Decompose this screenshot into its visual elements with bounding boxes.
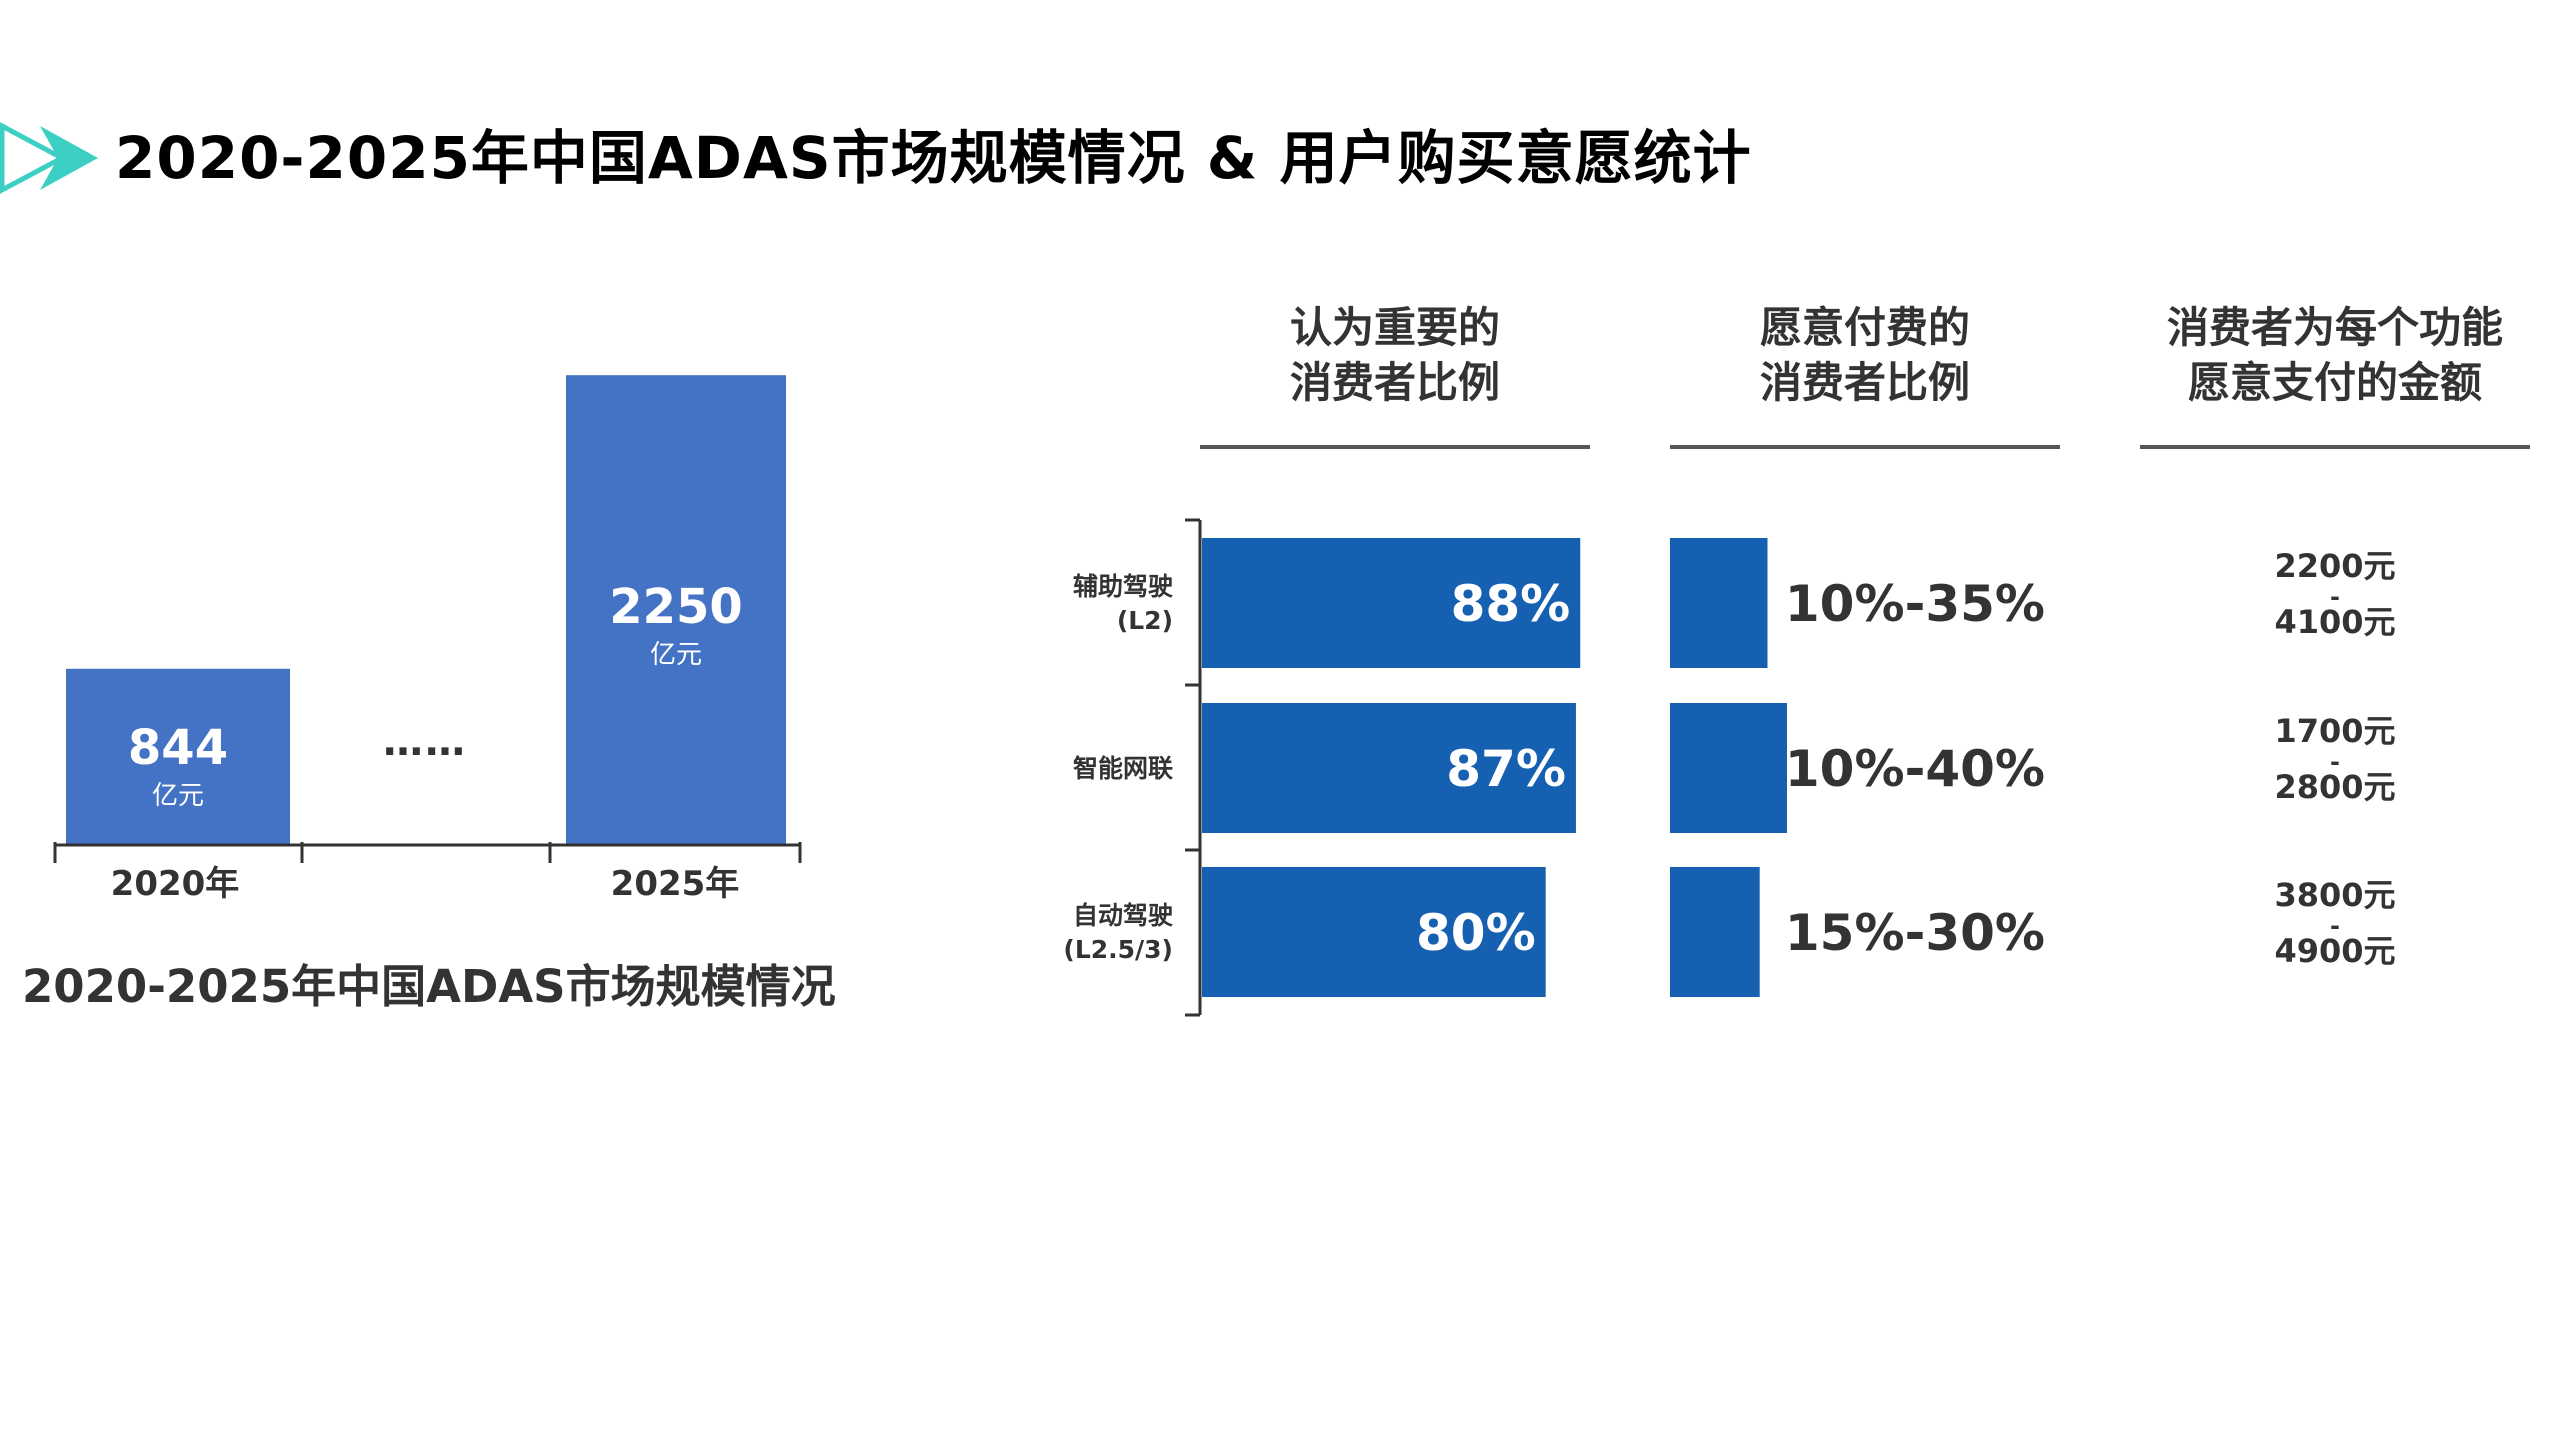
willing-bar-2 (1670, 867, 1760, 997)
importance-bar-2 (1202, 867, 1546, 997)
willing-label-1: 10%-40% (1785, 740, 2045, 798)
market-bar-1 (566, 375, 786, 845)
importance-bar-1 (1202, 703, 1576, 833)
row-label-1-line-0: 智能网联 (1073, 754, 1173, 783)
market-gap-ellipsis: …… (383, 719, 467, 765)
market-bar-0 (66, 668, 290, 845)
price-high-0: 4100元 (2274, 603, 2395, 641)
market-size-chart: 844 亿元 2020年 2250 亿元 2025年 …… 2020-2025年中国ADAS市… (22, 375, 836, 1013)
price-high-2: 4900元 (2274, 932, 2395, 970)
row-label-0-line-1: (L2) (1117, 606, 1173, 635)
column-header-1-line-1: 消费者比例 (1760, 358, 1970, 407)
market-category-label-0: 2020年 (111, 864, 240, 904)
column-header-1-line-0: 愿意付费的 (1760, 303, 1970, 352)
column-header-2-line-1: 愿意支付的金额 (2188, 358, 2482, 407)
column-header-0-line-1: 消费者比例 (1290, 358, 1500, 407)
row-label-0-line-0: 辅助驾驶 (1073, 572, 1173, 601)
price-separator-2: - (2330, 912, 2340, 940)
price-low-2: 3800元 (2274, 876, 2395, 914)
row-label-2-line-0: 自动驾驶 (1073, 901, 1173, 930)
title-arrow-icon (0, 122, 98, 194)
market-bar-unit-1: 亿元 (650, 640, 702, 670)
willing-label-2: 15%-30% (1785, 904, 2045, 962)
row-label-2-line-1: (L2.5/3) (1063, 935, 1173, 964)
price-low-1: 1700元 (2274, 712, 2395, 750)
price-high-1: 2800元 (2274, 768, 2395, 806)
importance-label-0: 88% (1451, 575, 1571, 633)
column-header-2-line-0: 消费者为每个功能 (2167, 303, 2503, 352)
importance-label-2: 80% (1416, 904, 1536, 962)
price-separator-0: - (2330, 583, 2340, 611)
market-category-label-1: 2025年 (611, 864, 740, 904)
price-low-0: 2200元 (2274, 547, 2395, 585)
market-bar-value-1: 2250 (609, 579, 743, 635)
slide-title: 2020-2025年中国ADAS市场规模情况 & 用户购买意愿统计 (115, 124, 1752, 192)
market-bar-unit-0: 亿元 (152, 781, 204, 811)
column-header-0-line-0: 认为重要的 (1290, 303, 1500, 352)
willing-bar-0 (1670, 538, 1768, 668)
market-bar-value-0: 844 (128, 720, 228, 776)
importance-label-1: 87% (1446, 740, 1566, 798)
willing-bar-1 (1670, 703, 1787, 833)
willing-label-0: 10%-35% (1785, 575, 2045, 633)
price-separator-1: - (2330, 748, 2340, 776)
market-chart-caption: 2020-2025年中国ADAS市场规模情况 (22, 960, 836, 1013)
importance-bar-0 (1202, 538, 1581, 668)
